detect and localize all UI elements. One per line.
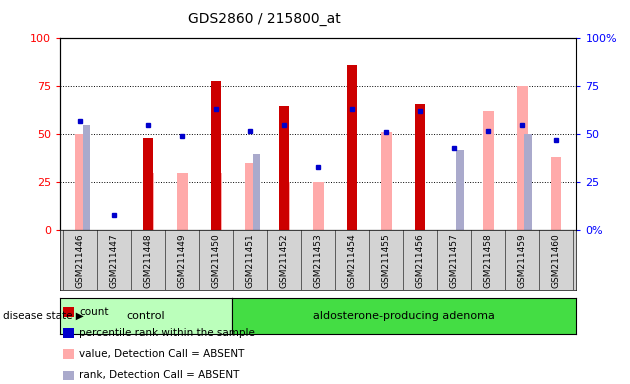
Bar	[75, 134, 86, 230]
Text: GSM211455: GSM211455	[382, 233, 391, 288]
Text: GSM211451: GSM211451	[246, 233, 255, 288]
Text: GSM211460: GSM211460	[551, 233, 561, 288]
Text: GSM211450: GSM211450	[212, 233, 220, 288]
Bar	[83, 125, 90, 230]
Text: GSM211452: GSM211452	[280, 233, 289, 288]
Text: GSM211446: GSM211446	[76, 233, 85, 288]
Text: count: count	[79, 307, 109, 317]
Text: aldosterone-producing adenoma: aldosterone-producing adenoma	[313, 311, 495, 321]
Bar	[517, 86, 527, 230]
Bar	[381, 132, 392, 230]
Bar	[312, 182, 324, 230]
Text: disease state ▶: disease state ▶	[3, 311, 84, 321]
Text: GSM211456: GSM211456	[416, 233, 425, 288]
Bar	[177, 173, 188, 230]
Bar	[278, 182, 290, 230]
Bar	[524, 134, 532, 230]
Text: value, Detection Call = ABSENT: value, Detection Call = ABSENT	[79, 349, 244, 359]
Bar	[253, 154, 260, 230]
Bar	[244, 163, 256, 230]
Bar	[457, 150, 464, 230]
Text: GSM211459: GSM211459	[518, 233, 527, 288]
Bar	[212, 81, 221, 230]
Text: percentile rank within the sample: percentile rank within the sample	[79, 328, 255, 338]
Bar	[551, 157, 561, 230]
Text: GSM211457: GSM211457	[450, 233, 459, 288]
Bar	[143, 173, 154, 230]
Text: GSM211458: GSM211458	[484, 233, 493, 288]
Text: GDS2860 / 215800_at: GDS2860 / 215800_at	[188, 12, 341, 25]
Bar	[483, 111, 493, 230]
Bar	[415, 104, 425, 230]
Bar	[211, 173, 222, 230]
Text: GSM211448: GSM211448	[144, 233, 152, 288]
Bar	[144, 138, 153, 230]
Bar	[279, 106, 289, 230]
Bar	[347, 65, 357, 230]
Text: GSM211453: GSM211453	[314, 233, 323, 288]
Text: GSM211454: GSM211454	[348, 233, 357, 288]
Text: rank, Detection Call = ABSENT: rank, Detection Call = ABSENT	[79, 370, 240, 381]
Text: GSM211449: GSM211449	[178, 233, 186, 288]
Text: GSM211447: GSM211447	[110, 233, 118, 288]
Text: control: control	[127, 311, 165, 321]
